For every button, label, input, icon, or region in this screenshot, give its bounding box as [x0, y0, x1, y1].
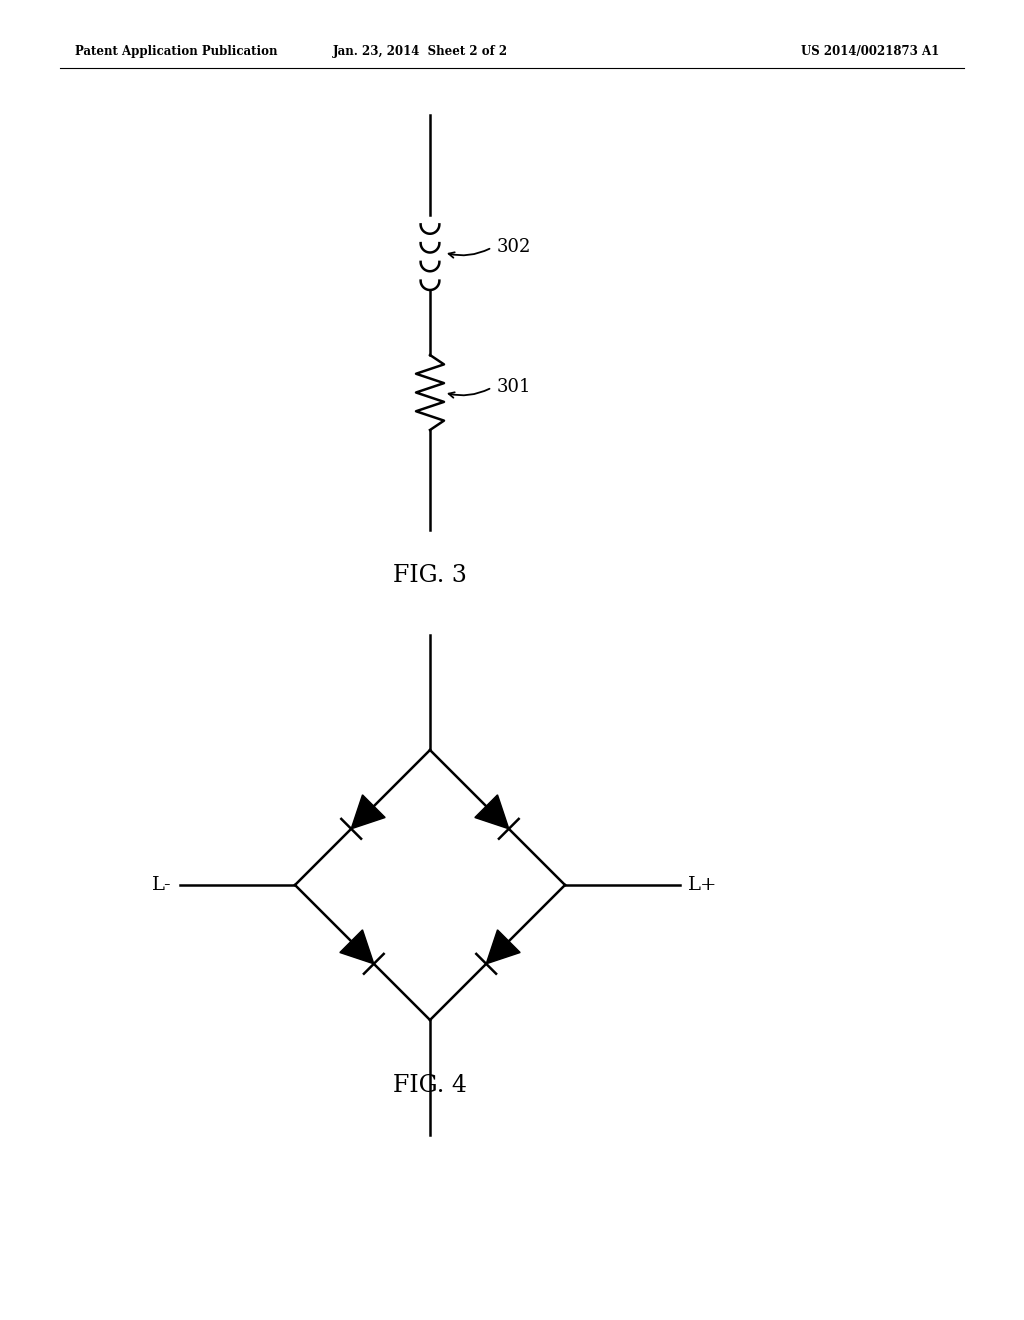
Text: 301: 301: [497, 379, 531, 396]
Text: FIG. 3: FIG. 3: [393, 564, 467, 586]
Polygon shape: [475, 795, 509, 829]
Text: L+: L+: [688, 876, 718, 894]
Polygon shape: [340, 929, 374, 964]
Text: L-: L-: [153, 876, 172, 894]
Text: Jan. 23, 2014  Sheet 2 of 2: Jan. 23, 2014 Sheet 2 of 2: [333, 45, 508, 58]
Text: Patent Application Publication: Patent Application Publication: [75, 45, 278, 58]
Polygon shape: [486, 929, 520, 964]
Text: FIG. 4: FIG. 4: [393, 1073, 467, 1097]
Text: 302: 302: [497, 239, 531, 256]
Polygon shape: [351, 795, 385, 829]
Text: US 2014/0021873 A1: US 2014/0021873 A1: [801, 45, 939, 58]
